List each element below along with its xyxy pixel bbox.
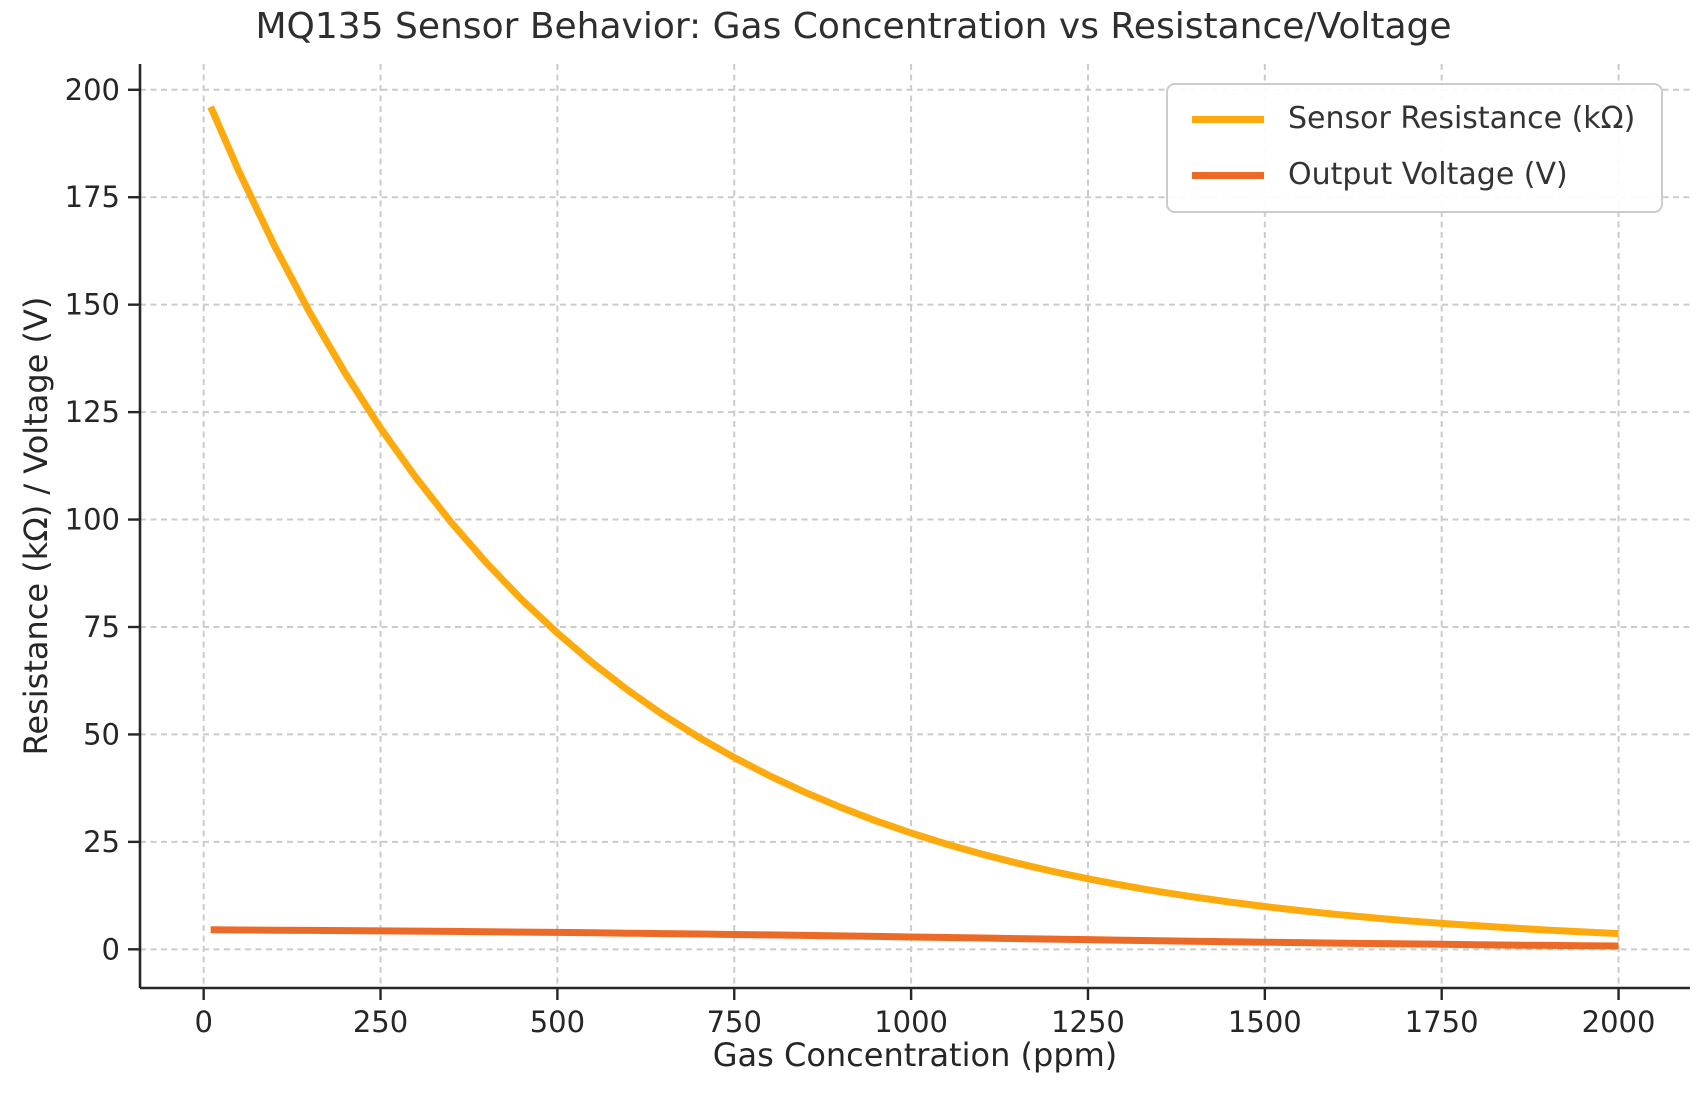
x-tick-label: 750 xyxy=(707,1005,762,1039)
y-tick-label: 150 xyxy=(65,288,120,322)
y-tick-label: 0 xyxy=(102,932,120,966)
legend-item-resistance: Sensor Resistance (kΩ) xyxy=(1192,101,1635,137)
y-tick-label: 50 xyxy=(83,717,120,751)
y-tick-label: 175 xyxy=(65,180,120,214)
legend-label-voltage: Output Voltage (V) xyxy=(1288,157,1568,192)
y-tick-label: 25 xyxy=(83,825,120,859)
x-tick-label: 1000 xyxy=(874,1005,948,1039)
x-tick-label: 1750 xyxy=(1405,1005,1479,1039)
x-tick-label: 250 xyxy=(353,1005,408,1039)
x-axis-label: Gas Concentration (ppm) xyxy=(712,1036,1118,1074)
y-tick-label: 100 xyxy=(65,503,120,537)
x-tick-label: 500 xyxy=(530,1005,585,1039)
x-tick-label: 1250 xyxy=(1051,1005,1125,1039)
legend: Sensor Resistance (kΩ) Output Voltage (V… xyxy=(1166,83,1664,213)
x-tick-label: 1500 xyxy=(1228,1005,1302,1039)
x-tick-label: 2000 xyxy=(1582,1005,1656,1039)
voltage-line xyxy=(210,926,1619,950)
y-tick-label: 125 xyxy=(65,395,120,429)
y-tick-label: 200 xyxy=(65,73,120,107)
legend-label-resistance: Sensor Resistance (kΩ) xyxy=(1288,101,1636,136)
legend-item-voltage: Output Voltage (V) xyxy=(1192,157,1635,193)
resistance-line-swatch xyxy=(1192,115,1264,123)
voltage-line-swatch xyxy=(1192,171,1264,179)
x-tick-label: 0 xyxy=(194,1005,212,1039)
resistance-line xyxy=(207,105,1619,938)
y-tick-label: 75 xyxy=(83,610,120,644)
y-axis-label: Resistance (kΩ) / Voltage (V) xyxy=(17,296,55,756)
chart-title: MQ135 Sensor Behavior: Gas Concentration… xyxy=(255,6,1452,47)
